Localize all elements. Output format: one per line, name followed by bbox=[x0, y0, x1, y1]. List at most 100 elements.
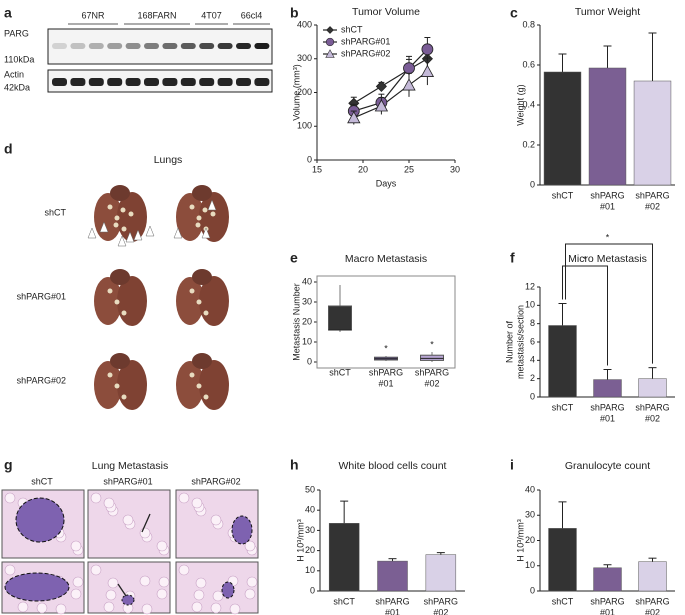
legend-marker bbox=[326, 26, 334, 34]
heart bbox=[192, 185, 212, 201]
panel-letter: c bbox=[510, 5, 518, 21]
histology-group-label: shPARG#02 bbox=[191, 476, 240, 486]
legend-marker bbox=[325, 49, 335, 58]
alveolus bbox=[178, 564, 190, 576]
panel-letter: a bbox=[4, 5, 12, 21]
x-tick-label: shCT bbox=[552, 596, 574, 606]
bar bbox=[638, 561, 667, 592]
lane-label: 168FARN bbox=[137, 10, 176, 20]
nodule bbox=[107, 204, 113, 210]
y-tick-label: 0.4 bbox=[522, 99, 535, 109]
x-tick-label: shPARG bbox=[424, 596, 458, 606]
legend-label: shPARG#02 bbox=[341, 48, 390, 58]
marker bbox=[420, 64, 435, 77]
heart bbox=[110, 269, 130, 285]
heart bbox=[110, 185, 130, 201]
alveolus bbox=[70, 540, 82, 552]
lung-lobe bbox=[94, 277, 122, 325]
blot-size: 110kDa bbox=[4, 54, 34, 64]
alveolus bbox=[141, 603, 153, 615]
histology-title: Lung Metastasis bbox=[92, 460, 168, 472]
nodule bbox=[196, 215, 202, 221]
nodule bbox=[121, 226, 127, 232]
x-tick-label: #02 bbox=[645, 413, 660, 423]
bar bbox=[588, 67, 627, 186]
bar bbox=[548, 325, 577, 398]
alveolus bbox=[139, 575, 151, 587]
lung-group-label: shPARG#01 bbox=[17, 291, 66, 301]
bar bbox=[328, 523, 360, 592]
y-tick-label: 0 bbox=[530, 391, 535, 401]
x-tick-label: #01 bbox=[600, 607, 615, 615]
nodule bbox=[202, 207, 208, 213]
lung-group-label: shPARG#02 bbox=[17, 375, 66, 385]
blot-band bbox=[70, 78, 86, 86]
chart-title: Micro Metastasis bbox=[568, 253, 647, 265]
arrowhead bbox=[201, 227, 211, 239]
alveolus bbox=[107, 577, 119, 589]
bar bbox=[543, 71, 582, 186]
alveolus bbox=[193, 589, 205, 601]
nodule bbox=[128, 211, 134, 217]
arrowhead bbox=[173, 227, 183, 239]
histology-group-label: shPARG#01 bbox=[103, 476, 152, 486]
arrow bbox=[117, 583, 127, 597]
metastasis bbox=[121, 594, 135, 606]
lungs-title: Lungs bbox=[154, 154, 183, 166]
significance-label: * bbox=[606, 232, 610, 242]
lane-label: 4T07 bbox=[201, 10, 222, 20]
y-tick-label: 200 bbox=[297, 87, 312, 97]
chart-title: Tumor Weight bbox=[575, 6, 640, 18]
blot-membrane bbox=[47, 28, 273, 65]
alveolus bbox=[4, 564, 16, 576]
panel-letter: b bbox=[290, 5, 299, 21]
lung-lobe bbox=[176, 361, 204, 409]
nodule bbox=[189, 372, 195, 378]
y-axis-label: Volume (mm³) bbox=[291, 64, 301, 121]
y-tick-label: 40 bbox=[525, 484, 535, 494]
nodule bbox=[120, 207, 126, 213]
nodule bbox=[113, 222, 119, 228]
y-axis-label: metastasis/section bbox=[515, 305, 525, 379]
y-tick-label: 40 bbox=[305, 505, 315, 515]
blot-band bbox=[180, 78, 196, 86]
y-axis-label: H 10³/mm³ bbox=[515, 519, 525, 562]
y-tick-label: 20 bbox=[525, 535, 535, 545]
alveolus bbox=[156, 540, 168, 552]
significance-label: * bbox=[384, 343, 388, 353]
panel-letter: h bbox=[290, 457, 299, 473]
alveolus bbox=[195, 577, 207, 589]
nodule bbox=[114, 215, 120, 221]
heart bbox=[110, 353, 130, 369]
arrowhead bbox=[145, 225, 155, 237]
chart-title: Macro Metastasis bbox=[345, 253, 427, 265]
x-tick-label: #01 bbox=[378, 378, 393, 388]
x-tick-label: shPARG bbox=[590, 190, 624, 200]
bar bbox=[633, 80, 672, 186]
blot-band bbox=[254, 43, 270, 49]
series-line bbox=[353, 48, 428, 112]
y-tick-label: 0 bbox=[307, 154, 312, 164]
blot-band bbox=[236, 43, 251, 49]
marker bbox=[374, 99, 389, 112]
y-tick-label: 100 bbox=[297, 121, 312, 131]
nodule bbox=[114, 299, 120, 305]
blot-band bbox=[217, 78, 233, 86]
blot-band bbox=[254, 78, 270, 86]
bar bbox=[377, 560, 408, 592]
box bbox=[420, 354, 444, 361]
x-tick-label: 25 bbox=[404, 164, 414, 174]
x-tick-label: #01 bbox=[600, 201, 615, 211]
alveolus bbox=[210, 602, 222, 614]
y-tick-label: 30 bbox=[305, 525, 315, 535]
y-tick-label: 10 bbox=[302, 336, 312, 346]
nodule bbox=[121, 310, 127, 316]
x-tick-label: #01 bbox=[600, 413, 615, 423]
nodule bbox=[210, 211, 216, 217]
alveolus bbox=[210, 514, 222, 526]
alveolus bbox=[158, 576, 170, 588]
histology-group-label: shCT bbox=[31, 476, 53, 486]
alveolus bbox=[191, 497, 203, 509]
alveolus bbox=[103, 497, 115, 509]
x-tick-label: shPARG bbox=[590, 596, 624, 606]
